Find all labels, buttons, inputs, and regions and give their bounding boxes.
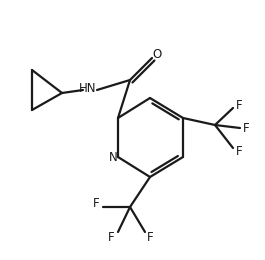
Text: F: F xyxy=(147,231,153,244)
Text: N: N xyxy=(109,151,117,164)
Text: F: F xyxy=(236,99,242,112)
Text: O: O xyxy=(152,48,162,61)
Text: F: F xyxy=(243,121,249,134)
Text: F: F xyxy=(236,145,242,158)
Text: HN: HN xyxy=(79,81,97,94)
Text: F: F xyxy=(108,231,114,244)
Text: F: F xyxy=(93,197,99,210)
